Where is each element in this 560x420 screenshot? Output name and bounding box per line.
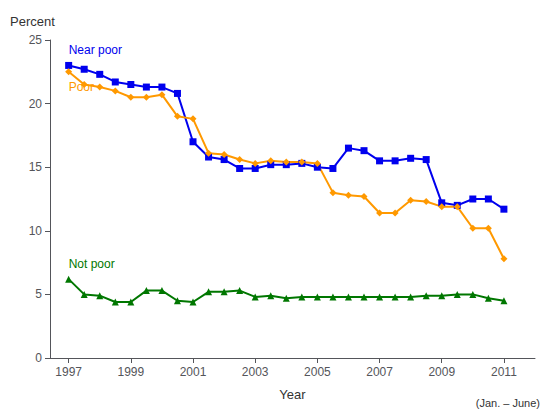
svg-text:5: 5: [35, 287, 42, 301]
svg-text:Year: Year: [279, 387, 306, 402]
svg-text:2003: 2003: [242, 365, 269, 379]
svg-text:1997: 1997: [55, 365, 82, 379]
svg-text:20: 20: [29, 97, 43, 111]
svg-text:10: 10: [29, 224, 43, 238]
svg-text:2005: 2005: [304, 365, 331, 379]
svg-text:(Jan. – June): (Jan. – June): [476, 397, 540, 409]
svg-text:2011: 2011: [491, 365, 517, 379]
svg-text:2001: 2001: [180, 365, 207, 379]
svg-text:Not poor: Not poor: [69, 257, 115, 271]
svg-text:2007: 2007: [366, 365, 393, 379]
svg-text:1999: 1999: [117, 365, 144, 379]
svg-text:Poor: Poor: [69, 80, 94, 94]
svg-text:0: 0: [35, 351, 42, 365]
svg-text:Percent: Percent: [10, 14, 55, 29]
svg-text:Near poor: Near poor: [69, 43, 122, 57]
svg-text:15: 15: [29, 160, 43, 174]
svg-text:2009: 2009: [428, 365, 455, 379]
svg-text:25: 25: [29, 33, 43, 47]
